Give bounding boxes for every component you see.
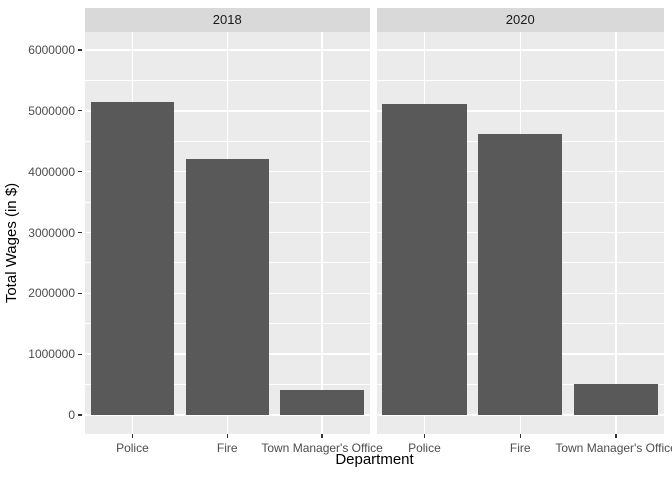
y-tick-label: 0	[68, 408, 75, 423]
y-tick-mark	[77, 292, 82, 295]
facet-strip: 2020	[376, 7, 664, 32]
x-tick-mark	[423, 433, 426, 438]
y-tick-mark	[77, 49, 82, 51]
y-tick-mark	[77, 353, 82, 356]
x-tick-mark	[519, 433, 521, 438]
y-tick-mark	[77, 170, 82, 173]
bar	[478, 134, 563, 416]
x-tick-label: Town Manager's Office	[261, 440, 383, 455]
y-tick-label: 4000000	[28, 164, 75, 179]
x-tick-mark	[321, 433, 323, 438]
x-tick-mark	[615, 433, 617, 438]
x-tick-label: Fire	[509, 440, 531, 455]
gridline-major-v	[615, 31, 617, 434]
y-tick-mark	[77, 109, 82, 112]
x-axis-title: Department	[335, 451, 414, 468]
x-tick-label: Fire	[216, 440, 238, 455]
x-tick-label: Town Manager's Office	[555, 440, 672, 455]
facet-strip-label: 2020	[505, 12, 535, 27]
x-tick-label: Police	[408, 440, 441, 455]
panel	[376, 31, 664, 434]
bar	[573, 383, 659, 416]
bar	[90, 102, 175, 416]
facet-strip: 2018	[85, 7, 370, 32]
x-tick-mark	[226, 433, 228, 438]
y-tick-mark	[77, 231, 82, 234]
panel	[85, 31, 370, 434]
y-tick-label: 2000000	[28, 286, 75, 301]
facet-strip-label: 2018	[212, 12, 242, 27]
bar	[280, 390, 364, 416]
y-tick-mark	[77, 414, 82, 416]
bar	[185, 159, 269, 416]
y-tick-label: 1000000	[28, 347, 75, 362]
x-tick-mark	[131, 433, 134, 438]
gridline-major-v	[321, 31, 323, 434]
y-tick-label: 6000000	[28, 42, 75, 57]
x-tick-label: Police	[116, 440, 149, 455]
y-tick-label: 5000000	[28, 103, 75, 118]
y-tick-label: 3000000	[28, 225, 75, 240]
bar	[382, 103, 467, 416]
y-axis-title: Total Wages (in $)	[3, 182, 20, 304]
